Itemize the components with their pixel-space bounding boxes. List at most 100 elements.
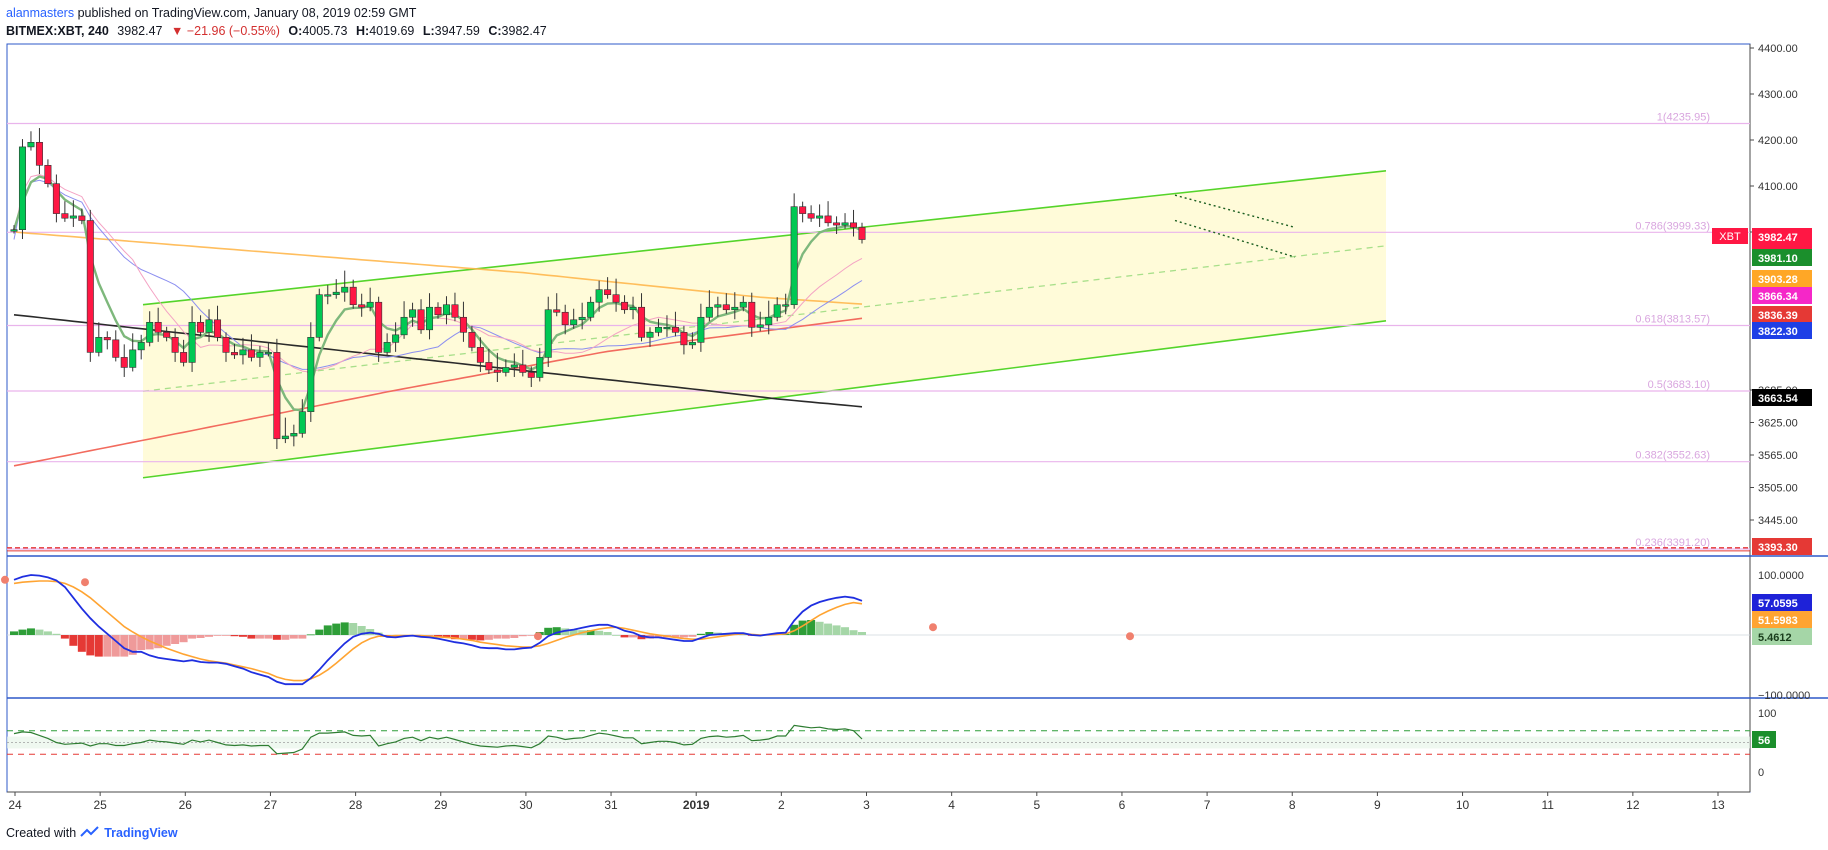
candle-body	[400, 316, 408, 336]
candle-body	[366, 301, 374, 308]
candle-body	[290, 433, 298, 437]
macd-histogram-bar	[154, 635, 163, 649]
candle-body	[375, 301, 383, 353]
price-axis-label: 4400.00	[1758, 43, 1798, 55]
time-axis-label: 9	[1374, 798, 1381, 812]
macd-histogram-bar	[527, 635, 536, 636]
candle	[188, 306, 196, 372]
macd-histogram-bar	[230, 635, 239, 637]
candle	[654, 318, 662, 337]
candle-body	[544, 309, 552, 358]
channel-fill	[143, 170, 1386, 478]
macd-histogram-bar	[52, 633, 61, 635]
candle	[52, 174, 60, 223]
candle	[646, 327, 654, 347]
candle-body	[697, 316, 705, 343]
candle-body	[748, 301, 756, 328]
candle-body	[824, 215, 832, 224]
candle	[27, 131, 35, 151]
macd-cross-marker	[1126, 632, 1134, 641]
candle-body	[765, 316, 773, 326]
author-link[interactable]: alanmasters	[6, 6, 75, 20]
candle-body	[621, 301, 629, 311]
macd-histogram-bar	[60, 635, 69, 639]
symbol-label[interactable]: BITMEX:XBT, 240	[6, 24, 109, 38]
candle	[205, 309, 213, 342]
candle-body	[663, 327, 671, 330]
candle-body	[595, 289, 603, 303]
candle	[459, 301, 467, 342]
time-axis-label: 6	[1119, 798, 1126, 812]
macd-histogram-bar	[544, 627, 553, 635]
time-axis-label: 5	[1033, 798, 1040, 812]
ma-blue-line	[13, 179, 863, 370]
candle-body	[273, 352, 281, 440]
candle	[621, 295, 629, 314]
candle-body	[120, 357, 128, 368]
candle	[163, 326, 171, 342]
macd-badge: 51.5983	[1752, 611, 1812, 628]
candle-body	[298, 411, 306, 434]
open-label: O:	[288, 24, 303, 38]
candle	[307, 322, 315, 422]
candle	[230, 343, 238, 359]
candle	[341, 270, 349, 302]
candle	[816, 204, 824, 227]
candle	[476, 337, 484, 372]
macd-histogram-bar	[442, 635, 451, 638]
rsi-badge: 56	[1752, 731, 1776, 748]
candle	[146, 311, 154, 347]
time-axis-label: 27	[264, 798, 278, 812]
candle	[44, 159, 52, 188]
macd-histogram-bar	[323, 625, 332, 635]
time-axis-label: 10	[1456, 798, 1470, 812]
price-badge-bg	[1752, 270, 1812, 287]
candle	[731, 292, 739, 320]
macd-histogram-bar	[103, 635, 112, 657]
candle	[171, 328, 179, 362]
rsi-badge-bg	[1752, 731, 1776, 748]
candle-body	[688, 342, 696, 346]
candle-body	[239, 349, 247, 356]
candle	[239, 337, 247, 365]
time-axis-label: 26	[179, 798, 193, 812]
macd-histogram-bar	[824, 623, 833, 635]
candle-body	[782, 304, 790, 307]
time-axis-label: 8	[1289, 798, 1296, 812]
macd-histogram-bar	[586, 630, 595, 635]
close-value: 3982.47	[501, 24, 547, 38]
candle-body	[324, 294, 332, 297]
candle-body	[790, 206, 798, 306]
candle	[544, 296, 552, 367]
candle-body	[52, 183, 60, 214]
candle-body	[180, 352, 188, 363]
candle-body	[561, 311, 569, 326]
macd-histogram-bar	[357, 626, 366, 635]
macd-badge-value: 57.0595	[1758, 598, 1798, 610]
macd-histogram-bar	[196, 635, 205, 638]
open-value: 4005.73	[302, 24, 348, 38]
candle-body	[434, 306, 442, 316]
candle-body	[27, 142, 35, 148]
candle-body	[426, 306, 434, 331]
time-axis-label: 2	[778, 798, 785, 812]
candle	[748, 292, 756, 337]
candle	[281, 417, 289, 444]
candle	[10, 225, 18, 234]
candle	[375, 296, 383, 362]
candle	[434, 302, 442, 319]
macd-histogram-bar	[222, 635, 230, 636]
tradingview-brand[interactable]: TradingView	[104, 826, 178, 840]
macd-cross-marker	[81, 578, 89, 587]
candle	[264, 342, 272, 357]
candle-body	[493, 369, 501, 373]
candle	[739, 296, 747, 312]
macd-histogram-bar	[484, 635, 493, 640]
price-badge-value: 3663.54	[1758, 393, 1799, 405]
tradingview-logo-icon	[80, 826, 99, 837]
rsi-band	[7, 736, 1750, 749]
candle	[714, 296, 722, 317]
macd-histogram-bar	[77, 635, 86, 652]
time-axis-label: 11	[1541, 798, 1554, 812]
